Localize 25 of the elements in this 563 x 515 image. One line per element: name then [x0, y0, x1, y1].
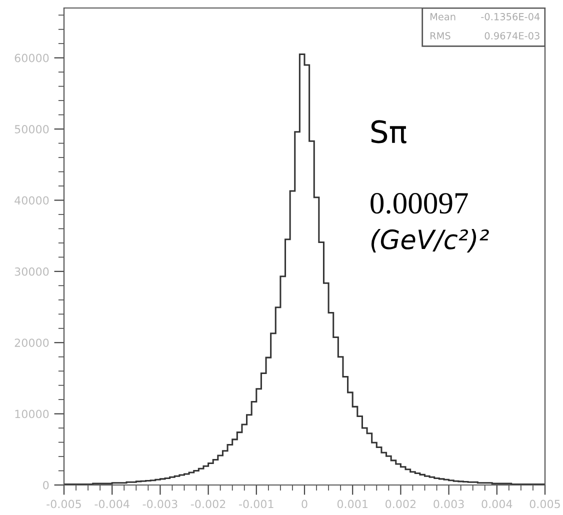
x-tick-label: 0.002: [386, 500, 416, 508]
y-tick-label: 60000: [14, 54, 49, 62]
annotation: 0.9674E-03: [484, 32, 540, 40]
y-tick-label: 10000: [15, 410, 49, 418]
annotation: -0.1356E-04: [481, 13, 540, 20]
annotation: (GeV/c²)²: [371, 228, 489, 252]
x-tick-label: -0.005: [46, 500, 81, 508]
x-tick-label: -0.001: [239, 500, 274, 508]
annotation: 0.00097: [370, 192, 468, 214]
y-tick-label: 30000: [14, 267, 49, 276]
x-tick-label: -0.002: [190, 500, 226, 508]
x-tick-label: 0.004: [482, 500, 512, 508]
x-tick-label: 0.003: [434, 500, 464, 508]
y-tick-label: 40000: [14, 196, 49, 205]
x-tick-label: 0.001: [337, 500, 368, 508]
x-tick-label: 0: [302, 500, 308, 508]
x-tick-label: 0.005: [530, 500, 560, 508]
annotation: Mean: [430, 13, 456, 20]
x-tick-label: -0.003: [142, 500, 178, 508]
y-tick-label: 20000: [14, 338, 49, 347]
y-tick-label: 0: [43, 480, 49, 490]
x-tick-label: -0.004: [94, 500, 130, 508]
annotation: Sπ: [371, 120, 406, 144]
annotation: RMS: [430, 32, 450, 40]
y-tick-label: 50000: [14, 125, 49, 134]
